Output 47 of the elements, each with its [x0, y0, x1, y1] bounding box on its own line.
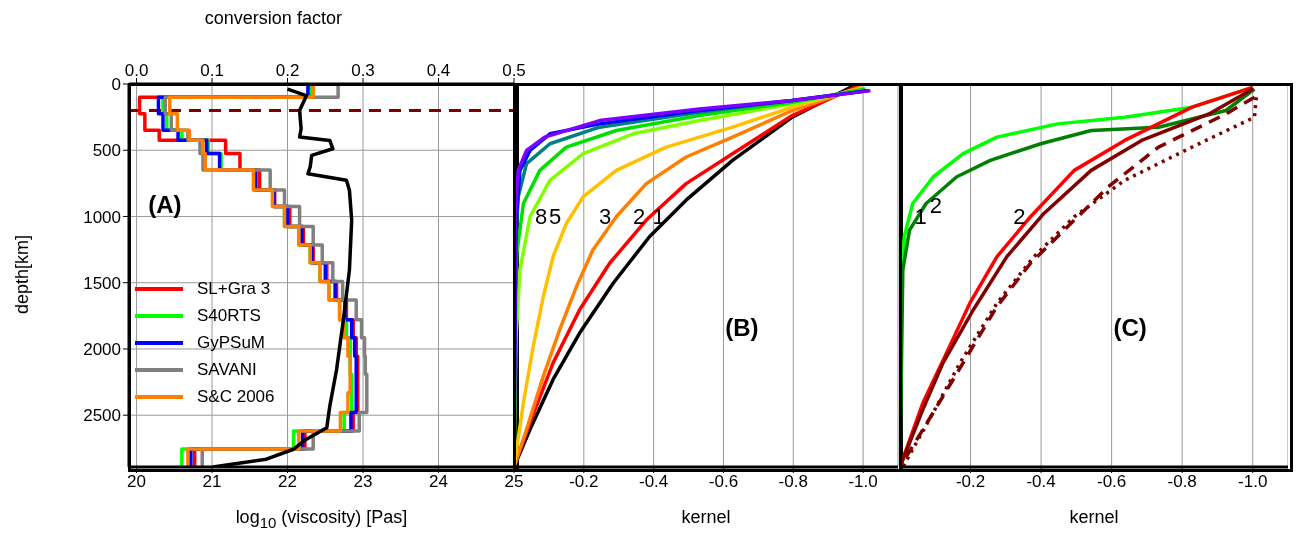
- annotation: (A): [148, 191, 182, 220]
- x-tick-label: -0.8: [778, 472, 808, 492]
- annotation: 5: [549, 204, 562, 230]
- x-tick-label: 25: [504, 472, 524, 492]
- y-tick-label: 500: [92, 141, 121, 161]
- y-tick-label: 0: [111, 75, 121, 95]
- x-tick-label: -1.0: [848, 472, 878, 492]
- y-tick-label: 2500: [83, 406, 121, 426]
- x2-axis-title: conversion factor: [203, 8, 343, 29]
- x-axis-title: kernel: [1068, 507, 1120, 528]
- x-tick-label: -0.4: [1026, 472, 1056, 492]
- x-tick-label: -0.6: [1096, 472, 1127, 492]
- x-axis-title: kernel: [680, 507, 732, 528]
- x-tick-label: -0.6: [708, 472, 739, 492]
- x-tick-label: -0.2: [955, 472, 986, 492]
- legend-label: S40RTS: [197, 306, 261, 326]
- x2-tick-label: 0.0: [124, 61, 149, 80]
- x-tick-label: 22: [278, 472, 297, 492]
- annotation: 2: [929, 193, 942, 219]
- y-axis-title: depth[km]: [11, 233, 33, 316]
- legend-label: GyPSuM: [197, 333, 266, 353]
- annotation: 2: [1013, 204, 1026, 230]
- x-tick-label: -0.2: [569, 472, 599, 492]
- y-tick-label: 1000: [83, 207, 121, 227]
- annotation: (B): [725, 313, 759, 342]
- x2-tick-label: 0.1: [200, 61, 224, 80]
- x-tick-label: -0.8: [1167, 472, 1197, 492]
- x2-tick-label: 0.5: [502, 61, 526, 80]
- x-tick-label: 23: [353, 472, 373, 492]
- legend-label: SL+Gra 3: [197, 279, 271, 299]
- x-tick-label: -1.0: [1238, 472, 1268, 492]
- legend-label: SAVANI: [197, 360, 257, 380]
- x2-tick-label: 0.4: [426, 61, 451, 80]
- annotation: 2: [632, 204, 646, 230]
- x-tick-label: 21: [202, 472, 222, 492]
- annotation: 8: [535, 204, 548, 230]
- x-tick-label: 24: [429, 472, 448, 492]
- x-axis-title: log$_{10}$ (viscosity) [Pas]: [234, 507, 409, 531]
- annotation: 3: [599, 204, 612, 230]
- y-tick-label: 1500: [83, 273, 121, 293]
- x2-tick-label: 0.3: [351, 61, 375, 80]
- x2-tick-label: 0.2: [275, 61, 300, 80]
- legend-label: S&C 2006: [197, 387, 275, 407]
- y-tick-label: 2000: [83, 340, 121, 359]
- x-tick-label: 20: [127, 472, 147, 492]
- x-tick-label: -0.4: [638, 472, 669, 492]
- annotation: (C): [1113, 313, 1147, 342]
